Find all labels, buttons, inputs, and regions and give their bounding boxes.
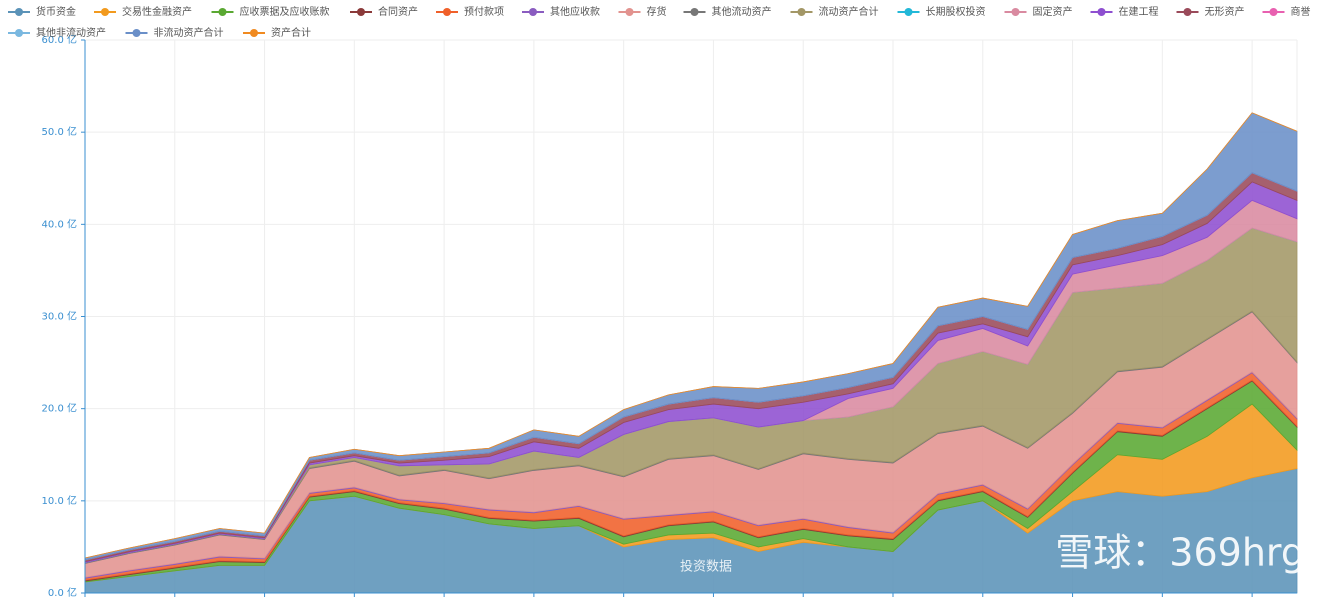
legend-label: 交易性金融资产 (122, 5, 192, 18)
legend-label: 长期股权投资 (926, 5, 986, 18)
y-tick-label: 60.0 亿 (42, 33, 77, 46)
legend-label: 固定资产 (1033, 5, 1073, 18)
y-tick-label: 20.0 亿 (42, 402, 77, 415)
legend-label: 在建工程 (1119, 5, 1159, 18)
x-axis-label: 投资数据 (680, 559, 732, 575)
legend-label: 无形资产 (1205, 5, 1245, 18)
area (84, 112, 1298, 559)
legend-marker (250, 29, 258, 37)
legend-marker (1011, 8, 1020, 16)
y-tick-label: 10.0 亿 (42, 494, 77, 507)
y-tick-label: 0.0 亿 (48, 586, 77, 599)
legend-marker (443, 8, 451, 16)
legend-label: 存货 (647, 5, 667, 18)
legend-marker (357, 8, 365, 16)
legend-marker (625, 8, 634, 16)
legend-label: 流动资产合计 (819, 5, 879, 18)
legend-label: 非流动资产合计 (154, 26, 224, 39)
legend-label: 资产合计 (271, 26, 311, 39)
legend-label: 其他流动资产 (712, 5, 772, 18)
legend-marker (1183, 8, 1192, 16)
legend-marker (690, 8, 699, 16)
y-tick-label: 40.0 亿 (42, 217, 77, 230)
legend-marker (218, 8, 227, 16)
legend-label: 其他非流动资产 (36, 26, 106, 39)
legend-marker (15, 29, 23, 37)
legend-marker (529, 8, 537, 16)
legend-marker (15, 8, 23, 16)
legend-marker (1097, 8, 1106, 16)
legend-label: 其他应收款 (550, 5, 600, 18)
legend-marker (904, 8, 913, 16)
legend-marker (101, 8, 109, 16)
legend-label: 预付款项 (464, 5, 504, 18)
y-tick-label: 50.0 亿 (42, 125, 77, 138)
legend-label: 货币资金 (36, 5, 76, 18)
legend-label: 应收票据及应收账款 (240, 5, 330, 18)
y-tick-label: 30.0 亿 (42, 310, 77, 323)
legend-label: 合同资产 (378, 5, 418, 18)
watermark: 雪球：369hrg (1055, 531, 1305, 575)
legend-marker (132, 29, 141, 37)
legend-marker (1269, 8, 1278, 16)
legend-label: 商誉 (1291, 5, 1311, 18)
legend-marker (797, 8, 806, 16)
